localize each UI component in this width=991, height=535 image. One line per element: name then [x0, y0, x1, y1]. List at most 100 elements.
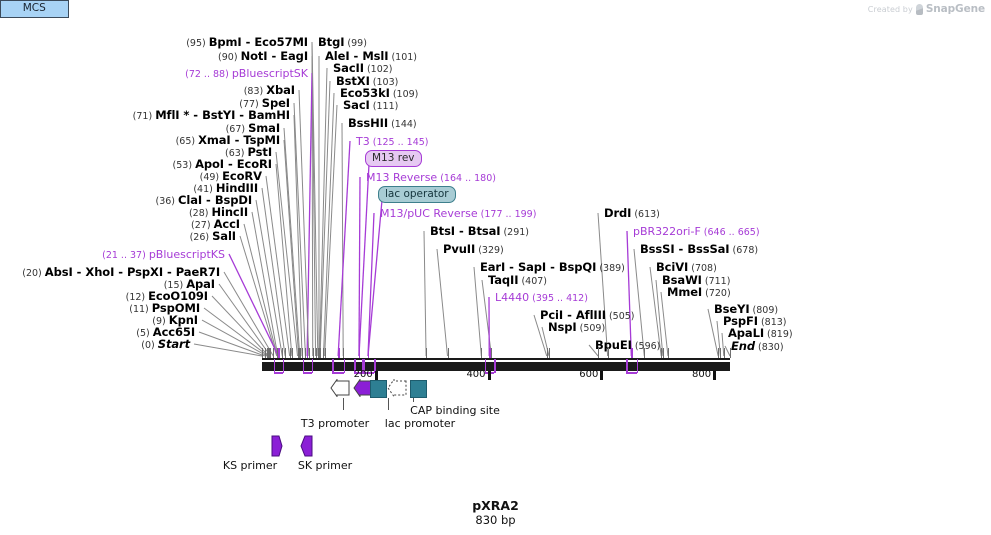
feature-lac-operator[interactable] — [387, 377, 407, 401]
primer-arrow[interactable] — [270, 435, 284, 461]
plasmid-size: 830 bp — [475, 513, 516, 527]
enzyme-name: PspOMI — [151, 301, 200, 315]
enzyme-name: ClaI — [178, 193, 203, 207]
name-separator: - — [505, 260, 518, 274]
annotation-label[interactable]: AleI - MslI (101) — [325, 50, 417, 63]
annotation-label[interactable]: (12) EcoO109I — [126, 290, 208, 303]
annotation-label[interactable]: MmeI (720) — [667, 286, 731, 299]
annotation-label[interactable]: (11) PspOMI — [129, 301, 200, 315]
feature-cap-binding-site[interactable] — [409, 380, 427, 398]
annotation-label[interactable]: PciI - AflIII (505) — [540, 308, 635, 322]
annotation-label[interactable]: BstXI (103) — [336, 75, 398, 88]
feature-mcs-box[interactable]: MCS — [0, 0, 69, 18]
enzyme-name: PciI — [540, 308, 564, 322]
feature-badge[interactable]: M13 rev — [365, 150, 422, 167]
site-tick — [662, 348, 664, 358]
primer-label[interactable]: KS primer — [222, 459, 278, 472]
annotation-label[interactable]: M13 Reverse (164 .. 180) — [366, 172, 496, 184]
site-tick — [307, 348, 309, 358]
annotation-label[interactable]: ApaLI (819) — [728, 326, 793, 340]
primer-arrow[interactable] — [300, 435, 314, 461]
primer-label[interactable]: SK primer — [297, 459, 353, 472]
annotation-label[interactable]: DrdI (613) — [604, 207, 660, 220]
sequence-backbone[interactable] — [262, 362, 730, 371]
annotation-label[interactable]: BtgI (99) — [318, 36, 367, 49]
annotation-label[interactable]: EarI - SapI - BspQI (389) — [480, 260, 625, 274]
feature-badge[interactable]: lac operator — [378, 186, 456, 203]
feature-t-promoter[interactable] — [330, 377, 350, 401]
annotation-label[interactable]: (20) AbsI - XhoI - PspXI - PaeR7I — [22, 265, 220, 279]
site-tick — [320, 348, 322, 358]
feature-name: pBluescriptSK — [231, 67, 308, 80]
feature-range-tick — [363, 359, 365, 373]
annotation-label[interactable]: (71) MflI * - BstYI - BamHI — [133, 109, 290, 122]
annotation-label[interactable]: BpuEI (596) — [595, 339, 660, 352]
feature-track-label[interactable]: lac promoter — [384, 417, 456, 430]
annotation-label[interactable]: (41) HindIII — [193, 182, 258, 195]
feature-track-label[interactable]: CAP binding site — [410, 404, 500, 417]
annotation-label[interactable]: (0) Start — [141, 338, 190, 351]
annotation-label[interactable]: BseYI (809) — [714, 303, 778, 316]
annotation-label[interactable]: (5) Acc65I — [136, 326, 195, 339]
site-position: (21 .. 37) — [102, 250, 149, 261]
annotation-label[interactable]: (90) NotI - EagI — [218, 49, 308, 63]
ruler-tick — [374, 371, 378, 380]
annotation-label[interactable]: (67) SmaI — [226, 122, 281, 135]
name-separator: - — [224, 157, 237, 171]
name-separator: - — [546, 260, 559, 274]
feature-name: pBluescriptKS — [148, 248, 225, 261]
annotation-label[interactable]: (28) HincII — [189, 206, 248, 219]
feature-range-bar — [273, 372, 283, 374]
annotation-label[interactable]: (21 .. 37) pBluescriptKS — [102, 249, 225, 261]
site-tick — [278, 348, 280, 358]
feature-range-bar — [302, 372, 312, 374]
enzyme-name: NotI — [240, 49, 268, 63]
feature-range-bar — [361, 372, 375, 374]
site-position: (291) — [500, 227, 530, 238]
annotation-label[interactable]: (53) ApoI - EcoRI — [173, 157, 273, 171]
enzyme-name: ApaLI — [728, 326, 764, 340]
annotation-label[interactable]: (15) ApaI — [164, 278, 215, 291]
annotation-label[interactable]: BssHII (144) — [348, 117, 417, 130]
annotation-label[interactable]: (36) ClaI - BspDI — [155, 193, 252, 207]
annotation-label[interactable]: (83) XbaI — [244, 83, 295, 97]
feature-name: M13 Reverse — [366, 171, 438, 184]
site-position: (65) — [175, 136, 199, 147]
annotation-label[interactable]: BsaWI (711) — [662, 274, 730, 287]
enzyme-name: EagI — [280, 49, 308, 63]
annotation-label[interactable]: PspFI (813) — [723, 315, 787, 328]
annotation-label[interactable]: (72 .. 88) pBluescriptSK — [185, 68, 308, 80]
site-tick — [268, 348, 270, 358]
annotation-label[interactable]: M13/pUC Reverse (177 .. 199) — [380, 208, 536, 220]
site-position: (9) — [152, 316, 169, 327]
annotation-label[interactable]: PvuII (329) — [443, 243, 504, 256]
annotation-label[interactable]: TaqII (407) — [488, 273, 547, 287]
annotation-label[interactable]: (65) XmaI - TspMI — [175, 134, 281, 147]
annotation-label[interactable]: SacI (111) — [343, 99, 398, 112]
annotation-label[interactable]: T3 (125 .. 145) — [356, 136, 429, 148]
annotation-label[interactable]: L4440 (395 .. 412) — [495, 292, 588, 304]
site-tick — [282, 348, 284, 358]
annotation-label[interactable]: BtsI - BtsaI (291) — [430, 225, 530, 238]
annotation-label[interactable]: (9) KpnI — [152, 314, 198, 327]
annotation-label[interactable]: (63) PstI — [225, 146, 272, 159]
annotation-label[interactable]: SacII (102) — [333, 62, 393, 75]
feature-lac-promoter[interactable] — [370, 380, 388, 398]
annotation-label[interactable]: BssSI - BssSaI (678) — [640, 243, 758, 256]
annotation-label[interactable]: BciVI (708) — [656, 261, 717, 274]
annotation-label[interactable]: End (830) — [731, 340, 784, 353]
name-separator: - — [114, 265, 128, 279]
enzyme-name: TaqII — [488, 273, 519, 287]
annotation-label[interactable]: (49) EcoRV — [200, 170, 262, 183]
annotation-label[interactable]: pBR322ori-F (646 .. 665) — [633, 226, 760, 238]
feature-track-label[interactable]: T3 promoter — [300, 417, 370, 430]
annotation-label[interactable]: (26) SalI — [190, 230, 237, 243]
enzyme-name: AbsI — [44, 265, 73, 279]
annotation-label[interactable]: (77) SpeI — [239, 97, 290, 110]
annotation-label[interactable]: NspI (509) — [548, 321, 605, 334]
annotation-label[interactable]: (27) AccI — [191, 218, 240, 231]
enzyme-name: PspXI — [127, 265, 163, 279]
enzyme-name: XbaI — [266, 83, 295, 97]
annotation-label[interactable]: Eco53kI (109) — [340, 87, 418, 100]
annotation-label[interactable]: (95) BpmI - Eco57MI — [186, 36, 308, 49]
